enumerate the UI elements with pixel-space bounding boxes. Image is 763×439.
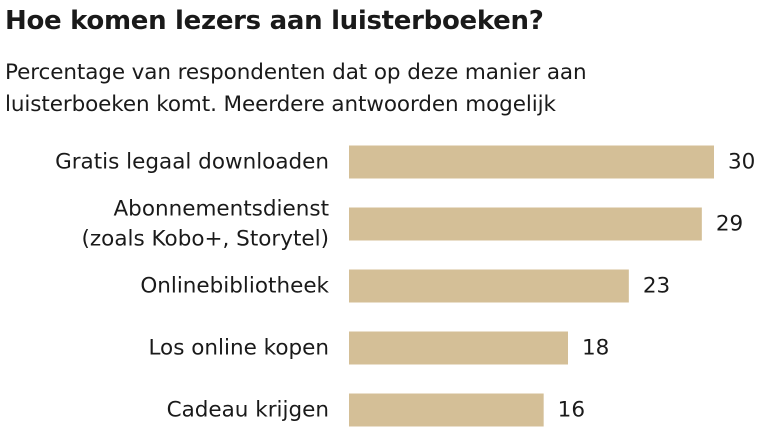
chart-subtitle: Percentage van respondenten dat op deze … bbox=[5, 60, 587, 117]
chart-title: Hoe komen lezers aan luisterboeken? bbox=[5, 6, 544, 36]
category-label: Cadeau krijgen bbox=[167, 398, 329, 423]
bar-value-label: 29 bbox=[716, 212, 743, 237]
bar bbox=[349, 145, 714, 179]
bar bbox=[349, 393, 544, 427]
bar-value-label: 30 bbox=[728, 150, 755, 175]
bar bbox=[349, 269, 629, 303]
bar-value-label: 23 bbox=[643, 274, 670, 299]
bar bbox=[349, 331, 568, 365]
category-label: Onlinebibliotheek bbox=[140, 274, 329, 299]
category-label: Gratis legaal downloaden bbox=[55, 150, 329, 175]
bar bbox=[349, 207, 702, 241]
bar-value-label: 16 bbox=[558, 398, 585, 423]
bar-value-label: 18 bbox=[582, 336, 609, 361]
category-label: Los online kopen bbox=[148, 336, 329, 361]
category-label: Abonnementsdienst (zoals Kobo+, Storytel) bbox=[82, 197, 330, 252]
